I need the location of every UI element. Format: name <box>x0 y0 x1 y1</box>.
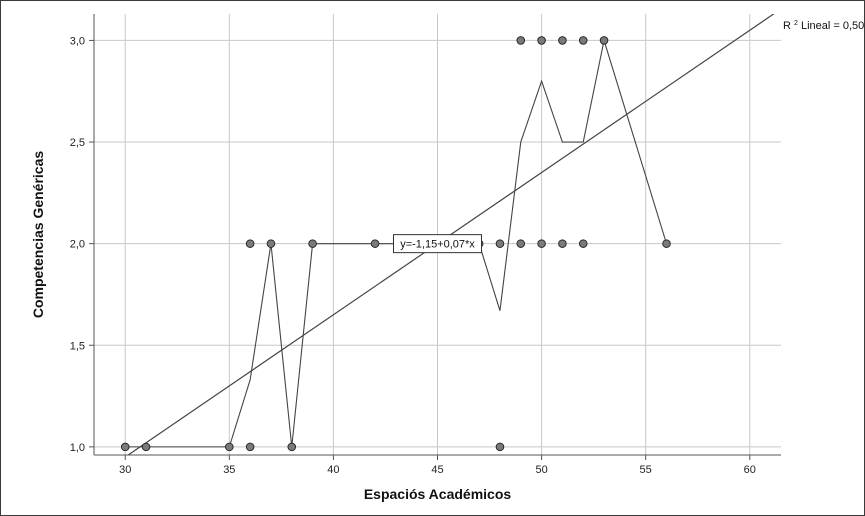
x-tick-label: 35 <box>223 464 235 476</box>
y-axis-title: Competencias Genéricas <box>30 151 46 319</box>
r2-prefix: R <box>783 20 791 32</box>
y-tick-label: 1,5 <box>70 340 85 352</box>
x-tick-label: 50 <box>535 464 547 476</box>
data-point <box>516 36 526 45</box>
data-point <box>287 442 297 452</box>
y-tick-label: 3,0 <box>70 35 85 47</box>
data-point <box>558 239 567 248</box>
data-point <box>225 442 234 452</box>
x-tick-label: 60 <box>744 464 756 476</box>
data-point <box>245 442 255 452</box>
data-point <box>599 36 609 45</box>
x-axis-title: Espaciós Académicos <box>364 486 512 502</box>
data-point <box>495 239 505 248</box>
x-tick-label: 30 <box>119 464 131 476</box>
data-point <box>516 239 526 248</box>
data-point <box>245 239 255 248</box>
data-point <box>495 442 505 452</box>
x-tick-label: 40 <box>327 464 339 476</box>
r2-superscript: 2 <box>794 20 798 27</box>
data-point <box>537 36 546 45</box>
r2-value: Lineal = 0,501 <box>801 20 864 32</box>
data-point <box>537 239 546 248</box>
data-point <box>266 239 276 248</box>
data-point <box>308 239 317 248</box>
label-layer: y=-1,15+0,07*x R 2 Lineal = 0,501 Espaci… <box>30 16 864 502</box>
x-tick-label: 45 <box>431 464 443 476</box>
data-point <box>120 442 130 452</box>
point-layer <box>120 36 671 452</box>
fit-equation-label: y=-1,15+0,07*x <box>400 239 475 251</box>
data-point <box>558 36 567 45</box>
y-tick-label: 2,0 <box>70 239 85 251</box>
y-tick-label: 2,5 <box>70 137 85 149</box>
axis-layer: 30 35 40 45 50 55 60 1,0 1,5 2,0 2,5 3,0 <box>70 14 781 476</box>
x-tick-label: 55 <box>640 464 652 476</box>
r2-label: R 2 Lineal = 0,501 <box>783 16 864 32</box>
data-point <box>662 239 671 248</box>
data-point <box>370 239 380 248</box>
data-point <box>141 442 151 452</box>
fit-equation-box <box>393 234 482 254</box>
data-point <box>578 36 588 45</box>
data-point <box>578 239 588 248</box>
y-tick-label: 1,0 <box>70 442 85 454</box>
